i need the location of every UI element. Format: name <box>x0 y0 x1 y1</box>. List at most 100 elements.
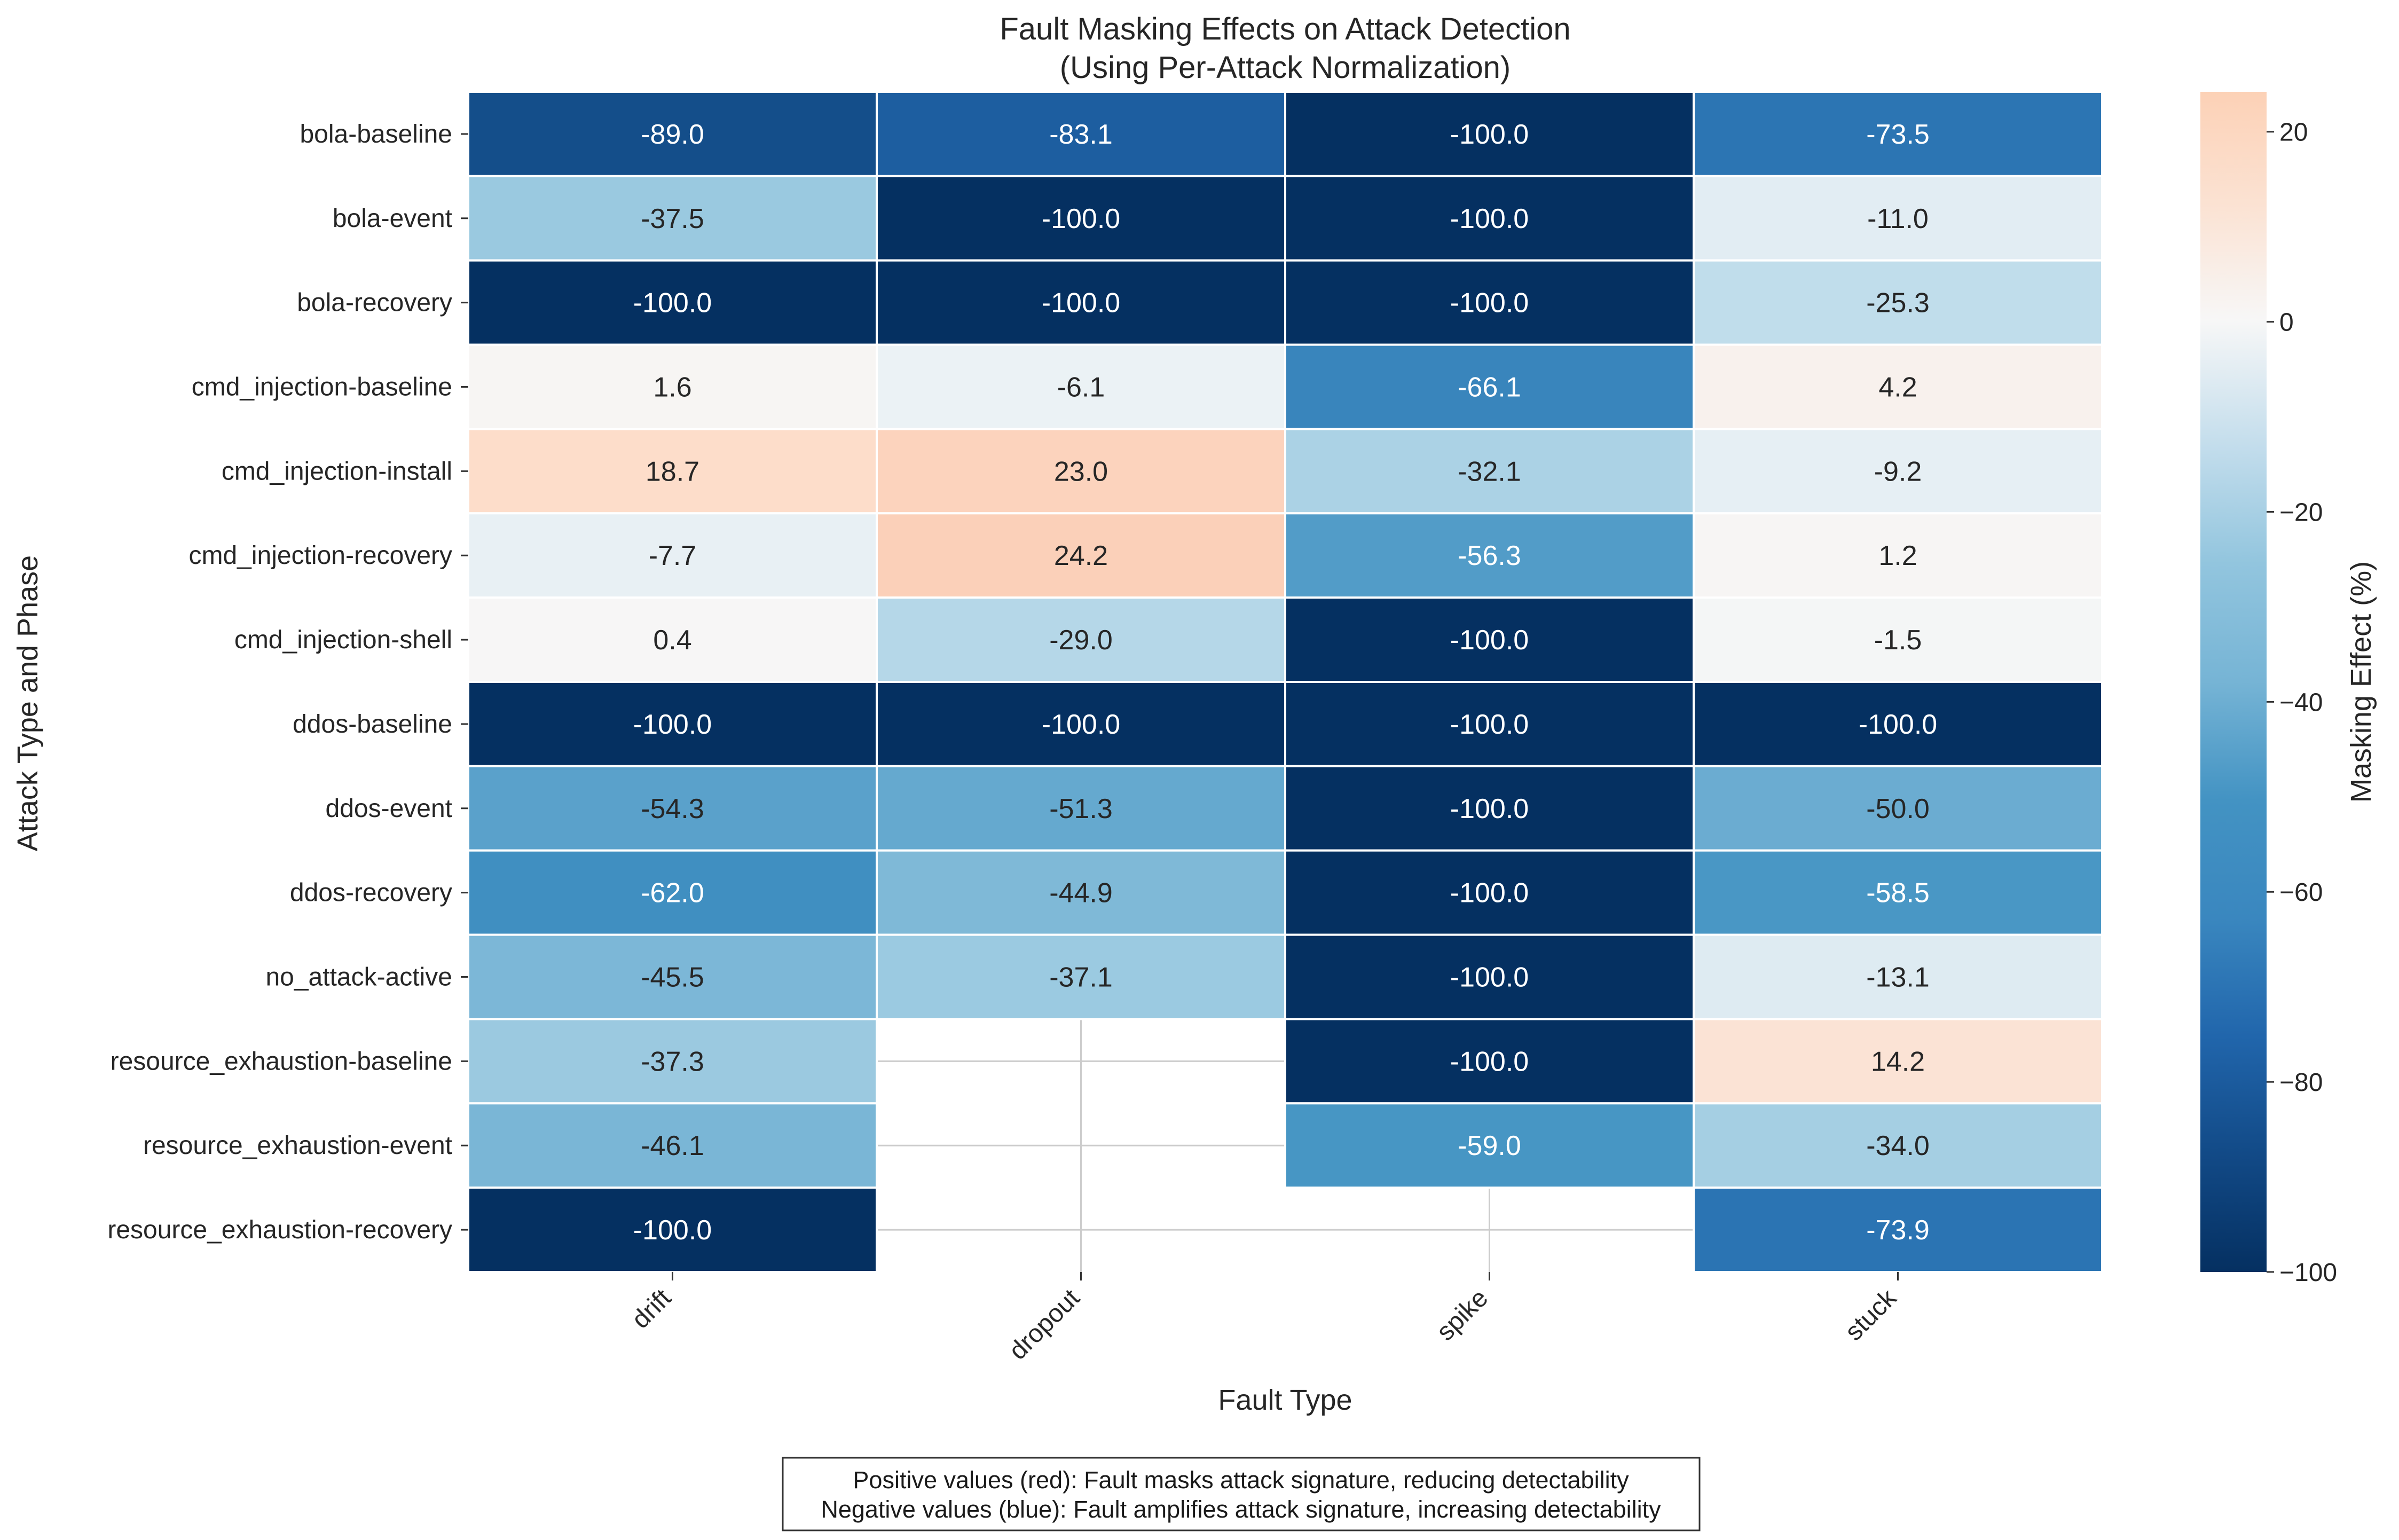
y-tick-label: resource_exhaustion-event <box>143 1132 452 1160</box>
cell-value-label: -66.1 <box>1458 372 1521 403</box>
heatmap-cell <box>876 681 1286 767</box>
heatmap-cell <box>1284 765 1695 852</box>
heatmap-cell <box>1693 1102 2103 1189</box>
note-line-2: Negative values (blue): Fault amplifies … <box>821 1496 1661 1523</box>
colorbar-label: Masking Effect (%) <box>2345 561 2377 803</box>
colorbar-tick-label: −60 <box>2279 878 2323 907</box>
chart-title: Fault Masking Effects on Attack Detectio… <box>1000 12 1570 46</box>
heatmap-cell <box>467 849 878 936</box>
cell-value-label: -54.3 <box>641 793 704 824</box>
cell-value-label: -37.1 <box>1049 962 1113 993</box>
colorbar-tick-label: −80 <box>2279 1068 2323 1097</box>
colorbar-tick-label: 0 <box>2279 309 2294 337</box>
heatmap-cell <box>467 1102 878 1189</box>
colorbar-ticks: 20 0 −20 −40 −60 −80 −100 <box>2267 119 2337 1287</box>
y-tick-label: resource_exhaustion-baseline <box>111 1047 452 1075</box>
cell-value-labels: -89.0 -83.1 -100.0 -73.5 -37.5 -100.0 -100.0 -1… <box>633 119 1937 1246</box>
heatmap-cell <box>1693 343 2103 430</box>
y-tick-label: no_attack-active <box>265 963 452 992</box>
y-tick-label: bola-event <box>333 205 452 233</box>
heatmap-cell <box>1693 681 2103 767</box>
cell-value-label: -100.0 <box>1450 625 1529 656</box>
cell-value-label: -56.3 <box>1458 540 1521 571</box>
cell-value-label: -100.0 <box>1450 119 1529 150</box>
y-tick-label: bola-baseline <box>300 120 452 148</box>
heatmap-cell <box>1693 175 2103 262</box>
colorbar-tick-label: −100 <box>2279 1259 2337 1287</box>
colorbar-tick-label: 20 <box>2279 119 2308 147</box>
note-box <box>782 1457 1701 1531</box>
cell-value-label: -29.0 <box>1049 625 1113 656</box>
colorbar-tick-label: −20 <box>2279 498 2323 527</box>
cell-value-label: -100.0 <box>633 288 712 319</box>
cell-value-label: -100.0 <box>633 709 712 740</box>
cell-value-label: 24.2 <box>1054 540 1108 571</box>
cell-value-label: -100.0 <box>1450 203 1529 234</box>
heatmap-cell <box>1284 343 1695 430</box>
heatmap-cell <box>467 343 878 430</box>
cell-value-label: 4.2 <box>1878 372 1917 403</box>
cell-value-label: -51.3 <box>1049 793 1113 824</box>
heatmap-cell <box>467 1187 878 1273</box>
cell-value-label: -100.0 <box>1450 962 1529 993</box>
heatmap-cell <box>467 259 878 346</box>
cell-value-label: 1.6 <box>653 372 691 403</box>
cell-value-label: -59.0 <box>1458 1130 1521 1161</box>
heatmap-cell <box>876 343 1286 430</box>
cell-value-label: -34.0 <box>1866 1130 1930 1161</box>
heatmap-cell <box>876 596 1286 683</box>
y-tick-label: ddos-event <box>326 795 453 823</box>
chart-subtitle: (Using Per-Attack Normalization) <box>1060 50 1511 85</box>
cell-value-label: -11.0 <box>1867 203 1929 234</box>
cell-value-label: -73.9 <box>1866 1215 1930 1246</box>
y-tick-label: cmd_injection-recovery <box>188 541 452 570</box>
cell-value-label: -25.3 <box>1866 288 1930 319</box>
cell-value-label: -83.1 <box>1049 119 1113 150</box>
heatmap-cell <box>1284 1018 1695 1105</box>
cell-value-label: -58.5 <box>1866 878 1930 909</box>
cell-value-label: 0.4 <box>653 625 691 656</box>
x-axis-label: Fault Type <box>1218 1384 1352 1416</box>
cell-value-label: -100.0 <box>1450 1046 1529 1077</box>
heatmap-cell <box>1693 933 2103 1020</box>
y-tick-label: cmd_injection-shell <box>234 626 452 654</box>
cell-value-label: -100.0 <box>1450 793 1529 824</box>
heatmap-cell <box>1693 512 2103 599</box>
cell-value-label: -32.1 <box>1458 456 1521 487</box>
cell-value-label: -73.5 <box>1866 119 1930 150</box>
heatmap-cell <box>876 933 1286 1020</box>
cell-value-label: -100.0 <box>1450 709 1529 740</box>
heatmap-cell <box>876 428 1286 515</box>
heatmap-cell <box>1693 428 2103 515</box>
heatmap-cell <box>876 512 1286 599</box>
cell-value-label: 23.0 <box>1054 456 1108 487</box>
heatmap-cell <box>1693 849 2103 936</box>
y-tick-label: ddos-baseline <box>293 710 452 738</box>
heatmap-cells <box>467 91 2103 1273</box>
y-tick-labels: bola-baseline bola-event bola-recovery cmd_… <box>107 120 468 1244</box>
cell-value-label: -7.7 <box>649 540 697 571</box>
cell-value-label: -100.0 <box>633 1215 712 1246</box>
y-tick-label: cmd_injection-baseline <box>192 373 452 402</box>
heatmap-cell <box>1693 91 2103 177</box>
cell-value-label: -37.3 <box>641 1046 704 1077</box>
cell-value-label: -45.5 <box>641 962 704 993</box>
cell-value-label: -46.1 <box>641 1130 704 1161</box>
cell-value-label: -44.9 <box>1049 878 1113 909</box>
heatmap-cell <box>467 681 878 767</box>
cell-value-label: -100.0 <box>1042 288 1120 319</box>
cell-value-label: -1.5 <box>1874 625 1922 656</box>
heatmap-cell <box>1284 933 1695 1020</box>
y-tick-label: resource_exhaustion-recovery <box>107 1216 452 1244</box>
heatmap-cell <box>1284 259 1695 346</box>
heatmap-cell <box>1693 1187 2103 1273</box>
cell-value-label: -100.0 <box>1042 709 1120 740</box>
cell-value-label: -89.0 <box>641 119 704 150</box>
heatmap-cell <box>1284 681 1695 767</box>
colorbar <box>2200 92 2267 1272</box>
y-tick-label: bola-recovery <box>297 289 452 317</box>
cell-value-label: -13.1 <box>1866 962 1930 993</box>
cell-value-label: -37.5 <box>641 203 704 234</box>
cell-value-label: -100.0 <box>1450 878 1529 909</box>
y-axis-label: Attack Type and Phase <box>12 555 44 851</box>
